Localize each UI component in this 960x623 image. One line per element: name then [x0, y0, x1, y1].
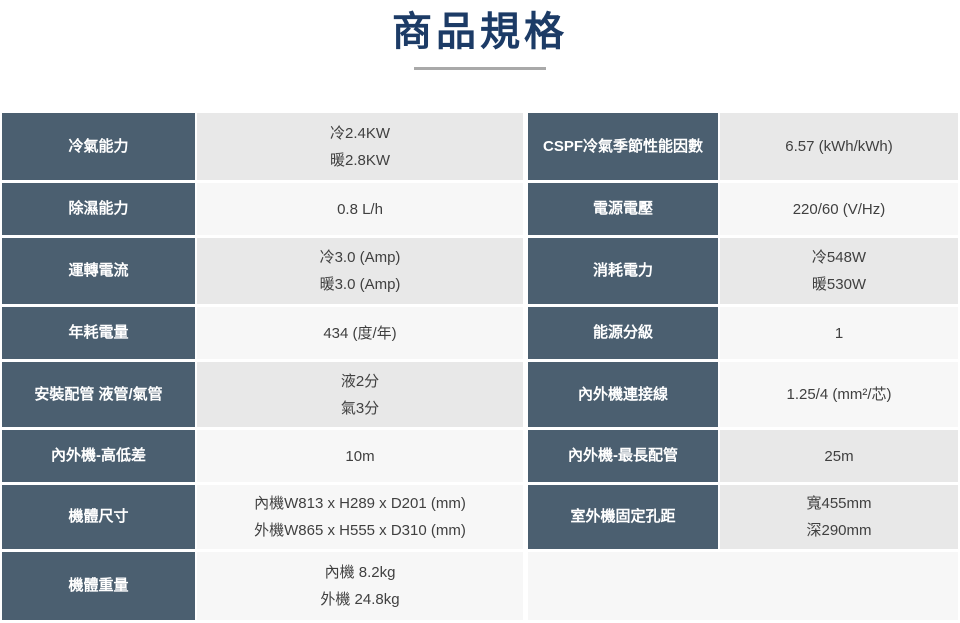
spec-label-cell: 內外機-高低差 [2, 430, 195, 482]
spec-value-cell: 冷548W 暖530W [720, 238, 958, 304]
spec-label-cell: CSPF冷氣季節性能因數 [528, 113, 718, 180]
table-gap [525, 238, 526, 304]
spec-label-cell: 運轉電流 [2, 238, 195, 304]
spec-value-cell: 內機 8.2kg 外機 24.8kg [197, 552, 523, 620]
table-gap [525, 183, 526, 235]
spec-value-cell: 冷2.4KW 暖2.8KW [197, 113, 523, 180]
spec-label-cell: 安裝配管 液管/氣管 [2, 362, 195, 427]
spec-value-cell: 434 (度/年) [197, 307, 523, 359]
spec-value-cell: 寬455mm 深290mm [720, 485, 958, 549]
spec-value-cell: 220/60 (V/Hz) [720, 183, 958, 235]
spec-label-cell: 消耗電力 [528, 238, 718, 304]
spec-label-cell: 室外機固定孔距 [528, 485, 718, 549]
spec-value-cell: 10m [197, 430, 523, 482]
spec-label-cell: 內外機連接線 [528, 362, 718, 427]
spec-value-cell: 0.8 L/h [197, 183, 523, 235]
spec-value-cell: 液2分 氣3分 [197, 362, 523, 427]
title-divider [414, 67, 546, 70]
spec-empty-cell [528, 552, 958, 620]
spec-value-cell: 1 [720, 307, 958, 359]
spec-label-cell: 除濕能力 [2, 183, 195, 235]
table-gap [525, 485, 526, 549]
table-gap [525, 430, 526, 482]
table-gap [525, 113, 526, 180]
spec-label-cell: 內外機-最長配管 [528, 430, 718, 482]
spec-value-cell: 6.57 (kWh/kWh) [720, 113, 958, 180]
spec-value-cell: 1.25/4 (mm²/芯) [720, 362, 958, 427]
spec-value-cell: 25m [720, 430, 958, 482]
spec-value-cell: 內機W813 x H289 x D201 (mm) 外機W865 x H555 … [197, 485, 523, 549]
spec-label-cell: 能源分級 [528, 307, 718, 359]
spec-label-cell: 冷氣能力 [2, 113, 195, 180]
spec-table: 冷氣能力 冷2.4KW 暖2.8KW CSPF冷氣季節性能因數 6.57 (kW… [2, 113, 958, 620]
spec-value-cell: 冷3.0 (Amp) 暖3.0 (Amp) [197, 238, 523, 304]
spec-label-cell: 機體重量 [2, 552, 195, 620]
spec-label-cell: 機體尺寸 [2, 485, 195, 549]
table-gap [525, 307, 526, 359]
page-title: 商品規格 [392, 10, 568, 54]
table-gap [525, 362, 526, 427]
table-gap [525, 552, 526, 620]
spec-label-cell: 電源電壓 [528, 183, 718, 235]
spec-label-cell: 年耗電量 [2, 307, 195, 359]
